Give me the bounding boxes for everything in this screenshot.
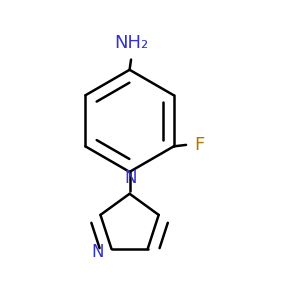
Text: N: N — [125, 169, 137, 187]
Text: F: F — [194, 136, 205, 154]
Text: NH₂: NH₂ — [114, 34, 148, 52]
Text: N: N — [92, 243, 104, 261]
